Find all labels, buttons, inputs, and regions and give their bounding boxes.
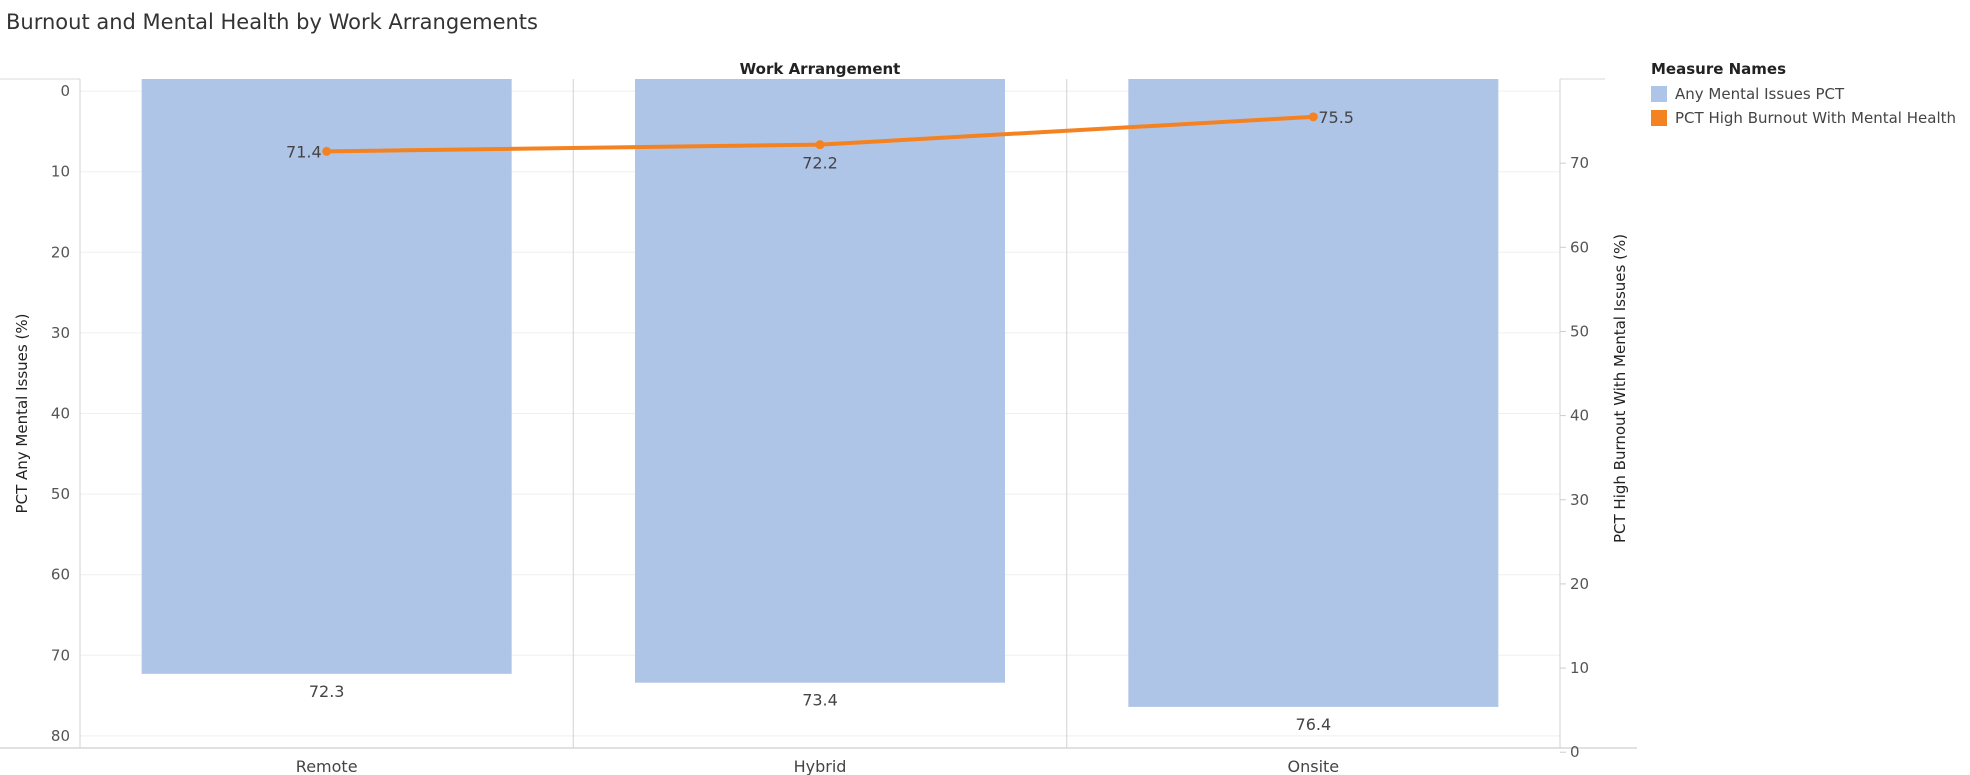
legend-swatch-high-burnout <box>1651 110 1667 126</box>
burnout-point-onsite <box>1308 112 1318 122</box>
y-left-tick-label: 10 <box>51 163 70 181</box>
legend-title: Measure Names <box>1651 60 1787 78</box>
bar-onsite <box>1128 79 1499 707</box>
y-left-tick-label: 30 <box>51 324 70 342</box>
y-left-tick-label: 50 <box>51 485 70 503</box>
y-right-tick-label: 30 <box>1570 491 1589 509</box>
y-left-tick-label: 70 <box>51 646 70 664</box>
burnout-line <box>322 112 1318 156</box>
legend-label-mental-issues: Any Mental Issues PCT <box>1675 85 1845 103</box>
y-left-tick-label: 60 <box>51 566 70 584</box>
y-axis-left-title: PCT Any Mental Issues (%) <box>13 314 31 514</box>
page-title: Burnout and Mental Health by Work Arrang… <box>6 10 538 34</box>
bar-hybrid <box>635 79 1005 683</box>
category-label-hybrid: Hybrid <box>794 757 847 775</box>
legend: Measure Names Any Mental Issues PCT PCT … <box>1651 60 1956 130</box>
y-left-tick-label: 40 <box>51 405 70 423</box>
y-right-tick-label: 10 <box>1570 659 1589 677</box>
y-axis-right-title: PCT High Burnout With Mental Issues (%) <box>1611 234 1629 543</box>
legend-item-mental-issues[interactable]: Any Mental Issues PCT <box>1651 82 1956 106</box>
legend-swatch-mental-issues <box>1651 86 1667 102</box>
column-header: Work Arrangement <box>740 60 901 78</box>
bars <box>141 79 1499 707</box>
y-right-tick-label: 20 <box>1570 575 1589 593</box>
legend-item-high-burnout[interactable]: PCT High Burnout With Mental Health <box>1651 106 1956 130</box>
legend-label-high-burnout: PCT High Burnout With Mental Health <box>1675 109 1957 127</box>
y-left-tick-label: 80 <box>51 727 70 745</box>
y-right-tick-label: 40 <box>1570 407 1589 425</box>
category-label-onsite: Onsite <box>1288 757 1340 775</box>
bar-remote <box>141 79 512 674</box>
y-left-tick-label: 20 <box>51 243 70 261</box>
bar-data-label: 73.4 <box>802 691 838 710</box>
bar-data-label: 76.4 <box>1296 715 1332 734</box>
line-data-label: 75.5 <box>1318 108 1354 127</box>
bar-data-label: 72.3 <box>309 682 345 701</box>
y-left-tick-label: 0 <box>60 82 70 100</box>
category-label-remote: Remote <box>296 757 358 775</box>
y-right-tick-label: 60 <box>1570 238 1589 256</box>
burnout-point-remote <box>322 146 332 156</box>
line-data-label: 71.4 <box>286 142 322 161</box>
chart: 0 10 20 30 40 50 60 70 80 0 10 20 30 40 50 60 70 72.3 73.4… <box>0 60 1637 775</box>
y-right-tick-label: 50 <box>1570 322 1589 340</box>
line-data-label: 72.2 <box>802 154 838 173</box>
y-right-tick-label: 70 <box>1570 154 1589 172</box>
labels: 0 10 20 30 40 50 60 70 80 0 10 20 30 40 50 60 70 72.3 73.4… <box>51 82 1589 775</box>
y-right-tick-label: 0 <box>1570 743 1580 761</box>
plot-frame <box>0 78 1637 749</box>
burnout-point-hybrid <box>815 140 825 150</box>
